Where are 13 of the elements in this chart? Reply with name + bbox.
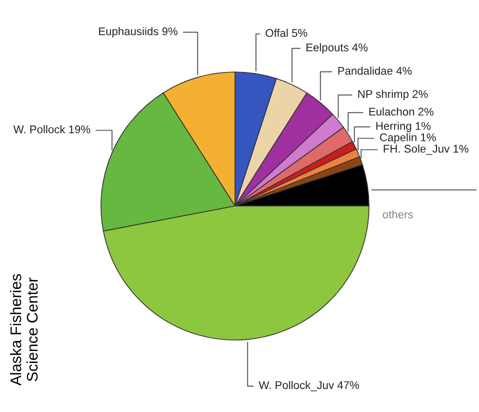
slice-label: Offal 5% <box>266 28 308 37</box>
slice-label: Euphausiids 9% <box>99 27 178 38</box>
slice-label: NP shrimp 2% <box>358 90 428 100</box>
slice-label: W. Pollock 19% <box>13 125 90 134</box>
slice-label: others <box>382 210 413 218</box>
slice-label: FH. Sole_Juv 1% <box>384 144 468 155</box>
slice-label: Eelpouts 4% <box>306 43 368 54</box>
slice-label: Herring 1% <box>376 122 431 132</box>
text: Alaska Fisheries Science Center <box>10 274 38 386</box>
slice-label: Eulachon 2% <box>369 107 434 116</box>
slice-label: Pandalidae 4% <box>338 66 412 75</box>
slice-label: Capelin 1% <box>380 133 436 144</box>
slice-label: W. Pollock_Juv 47% <box>258 380 359 392</box>
